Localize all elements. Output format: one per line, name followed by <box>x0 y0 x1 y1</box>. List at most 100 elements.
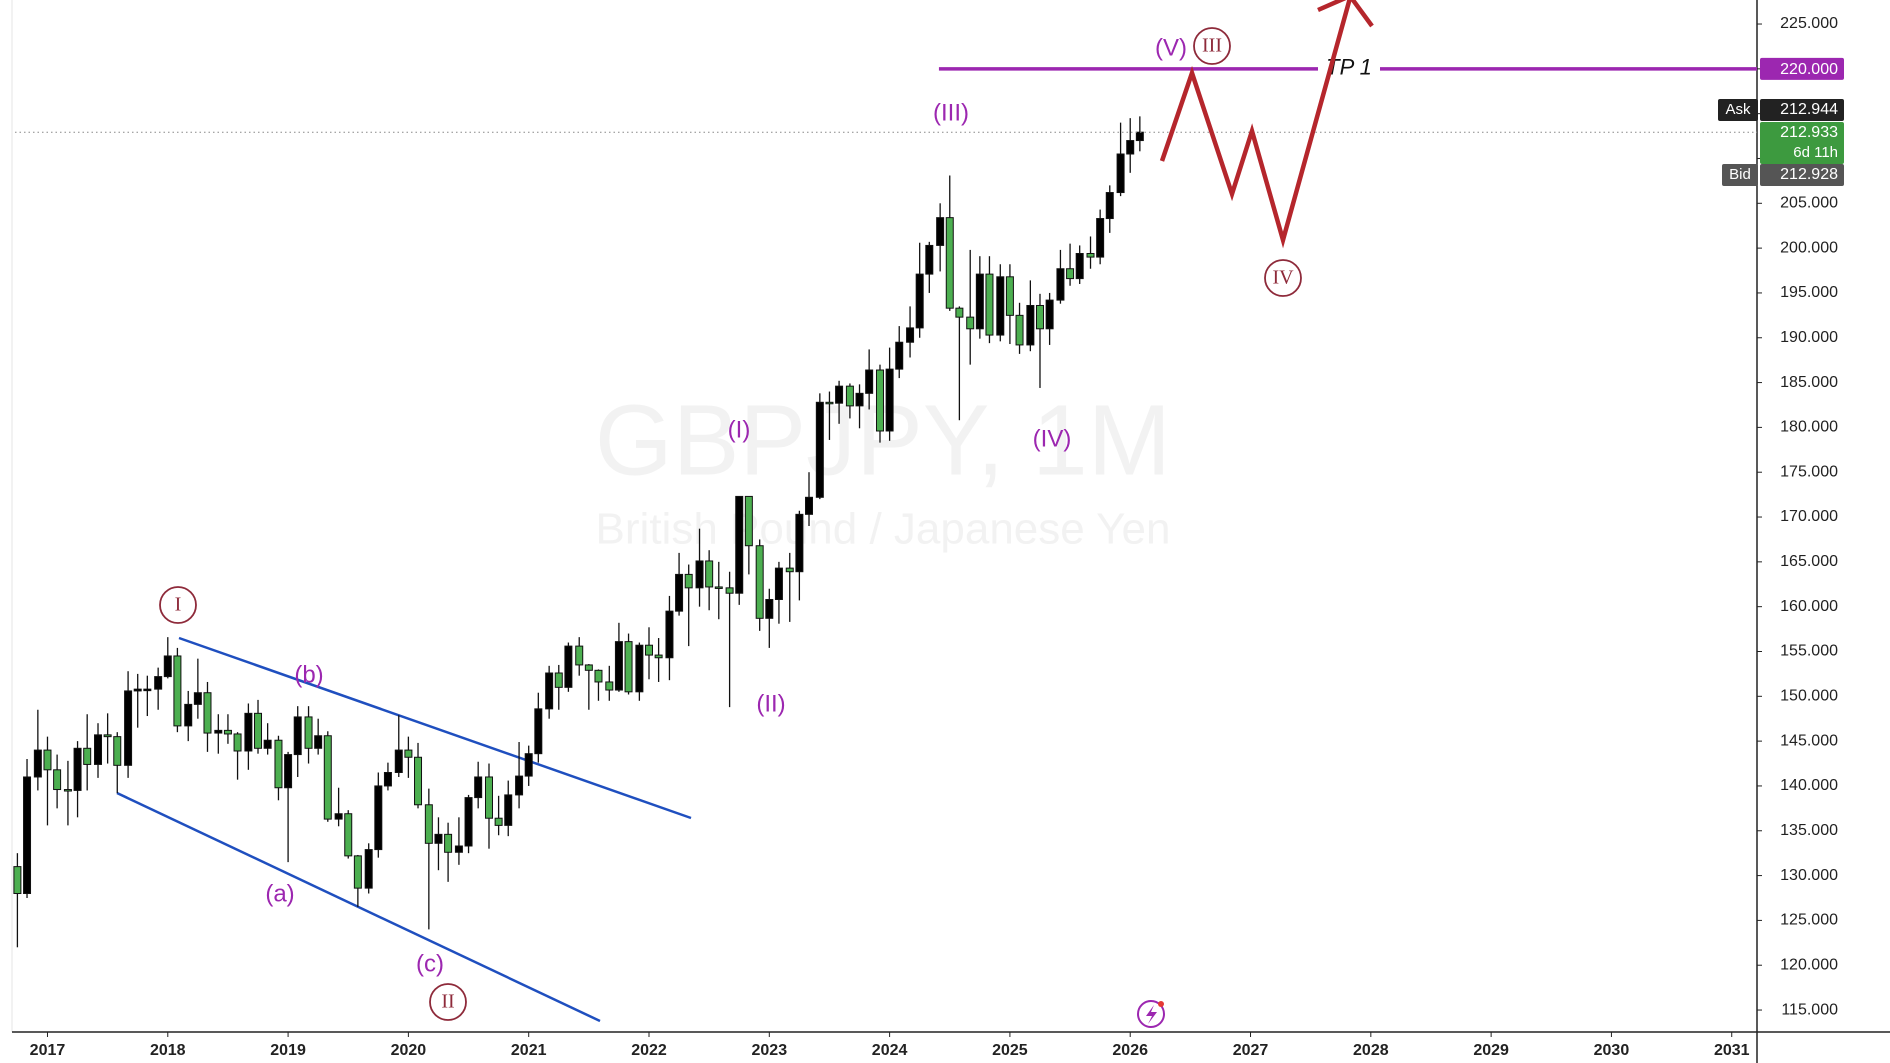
x-tick-label: 2025 <box>992 1042 1028 1059</box>
wave-label: (a) <box>265 880 294 907</box>
candle-body <box>214 729 223 734</box>
watermark-description: British Pound / Japanese Yen <box>596 505 1171 554</box>
candle-body <box>614 641 623 691</box>
candle-body <box>785 567 794 573</box>
y-tick-label: 165.000 <box>1780 553 1838 570</box>
y-tick-label: 170.000 <box>1780 508 1838 525</box>
candle-body <box>584 664 593 671</box>
candle-body <box>53 769 62 791</box>
candle-body <box>133 688 142 692</box>
candle-body <box>654 654 663 659</box>
candle-body <box>966 316 975 330</box>
y-tick-label: 150.000 <box>1780 688 1838 705</box>
y-tick-label: 120.000 <box>1780 956 1838 973</box>
candle-body <box>1096 218 1105 258</box>
candle-body <box>163 655 172 678</box>
x-tick-label: 2021 <box>511 1042 547 1059</box>
candle-body <box>875 369 884 432</box>
y-tick-label: 180.000 <box>1780 419 1838 436</box>
candle-body <box>945 217 954 309</box>
candle-body <box>575 645 584 666</box>
candle-body <box>143 688 152 692</box>
wave-label: (b) <box>294 661 323 688</box>
target-price-tag <box>1760 57 1844 80</box>
candle-body <box>383 771 392 787</box>
candle-body <box>444 833 453 853</box>
candle-body <box>855 392 864 407</box>
candle-body <box>675 573 684 612</box>
wave-circle <box>159 586 197 624</box>
candle-body <box>665 610 674 659</box>
candle-body <box>725 587 734 594</box>
y-tick-label: 195.000 <box>1780 284 1838 301</box>
ask-name: Ask <box>1725 101 1751 118</box>
candle-body <box>774 567 783 600</box>
candle-body <box>244 712 253 752</box>
candle-body <box>805 496 814 515</box>
bid-price: 212.928 <box>1780 166 1838 183</box>
candle-body <box>1135 131 1144 142</box>
candle-body <box>454 845 463 853</box>
candle-body <box>323 735 332 820</box>
wave-circle <box>1264 259 1302 297</box>
x-tick-label: 2022 <box>631 1042 667 1059</box>
candle-body <box>23 776 32 895</box>
candle-body <box>233 733 242 752</box>
candle-body <box>284 754 293 789</box>
y-tick-label: 130.000 <box>1780 867 1838 884</box>
wave-label-circled: I <box>175 594 182 616</box>
candle-body <box>1045 299 1054 330</box>
candle-body <box>254 712 263 749</box>
candle-body <box>414 756 423 806</box>
y-tick-label: 175.000 <box>1780 463 1838 480</box>
candle-body <box>193 692 202 705</box>
candle-body <box>203 692 212 734</box>
candle-body <box>1056 268 1065 301</box>
wave-circle <box>1193 27 1231 65</box>
candle-body <box>554 672 563 688</box>
y-tick-label: 125.000 <box>1780 912 1838 929</box>
wave-label-circled: II <box>441 991 454 1013</box>
y-tick-label: 190.000 <box>1780 329 1838 346</box>
ask-name-tag <box>1718 99 1758 121</box>
candle-body <box>1015 314 1024 346</box>
candle-body <box>765 598 774 619</box>
candle-body <box>504 794 513 826</box>
candle-body <box>124 690 133 766</box>
candle-body <box>13 866 22 895</box>
candle-body <box>795 513 804 573</box>
candle-body <box>684 573 693 589</box>
countdown: 6d 11h <box>1793 144 1838 161</box>
y-tick-label: 145.000 <box>1780 732 1838 749</box>
candle-body <box>374 785 383 851</box>
x-tick-label: 2030 <box>1594 1042 1630 1059</box>
candle-body <box>915 273 924 329</box>
candle-body <box>605 681 614 691</box>
candle-body <box>1066 268 1075 280</box>
candle-body <box>714 586 723 589</box>
last-price: 212.933 <box>1780 124 1838 141</box>
alert-dot <box>1158 1001 1164 1007</box>
candle-body <box>184 703 193 727</box>
ask-tag <box>1760 99 1844 121</box>
candle-body <box>705 560 714 588</box>
x-tick-label: 2026 <box>1112 1042 1148 1059</box>
candle-body <box>293 716 302 756</box>
candle-body <box>815 401 824 498</box>
candle-body <box>1126 140 1135 155</box>
candle-body <box>113 736 122 766</box>
candle-body <box>94 734 103 765</box>
candle-body <box>223 729 232 735</box>
x-tick-label: 2031 <box>1714 1042 1750 1059</box>
last-tag <box>1760 122 1844 164</box>
alert-circle <box>1137 1000 1165 1028</box>
candle-body <box>635 644 644 693</box>
y-tick-label: 185.000 <box>1780 374 1838 391</box>
candle-body <box>906 327 915 343</box>
x-tick-label: 2019 <box>270 1042 306 1059</box>
bid-name-tag <box>1722 164 1758 186</box>
candle-body <box>594 669 603 683</box>
y-tick-label: 140.000 <box>1780 777 1838 794</box>
candle-body <box>43 749 52 771</box>
